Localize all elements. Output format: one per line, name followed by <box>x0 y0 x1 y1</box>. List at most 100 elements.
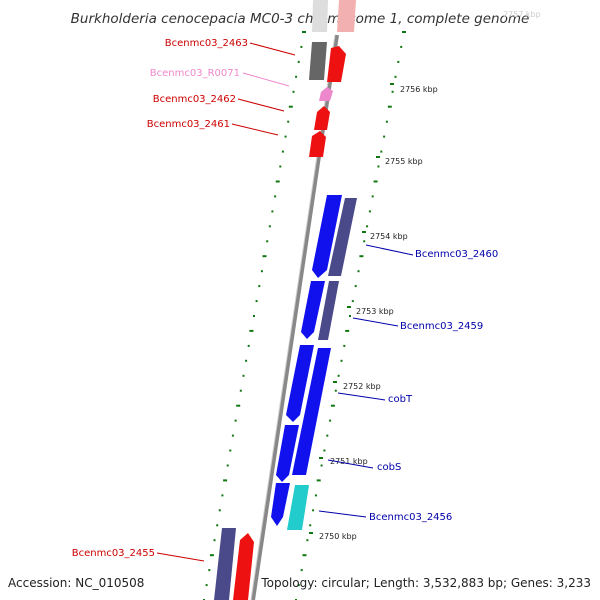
left-scale-dot <box>209 554 214 557</box>
gene-bcenmc03-2460-dark <box>328 198 357 276</box>
left-scale-dot <box>302 31 306 33</box>
tick-label-2757: 2757 kbp <box>503 10 541 19</box>
right-scale-dot <box>383 135 386 138</box>
right-scale-dot <box>316 479 321 482</box>
label-bcenmc03-2463: Bcenmc03_2463 <box>165 38 248 49</box>
right-scale-dot <box>400 45 403 48</box>
left-gene-labels: Bcenmc03_2463 Bcenmc03_R0071 Bcenmc03_24… <box>72 38 296 562</box>
tick-label-2752: 2752 kbp <box>343 382 381 391</box>
right-scale-dot <box>371 195 374 198</box>
gene-cobS <box>276 425 299 482</box>
left-scale-dot <box>262 255 267 258</box>
label-cobT: cobT <box>388 394 413 405</box>
top-faded-genes <box>312 0 356 32</box>
label-bcenmc03-2461: Bcenmc03_2461 <box>147 119 230 130</box>
tick-label-2755: 2755 kbp <box>385 157 423 166</box>
label-cobS: cobS <box>377 462 401 473</box>
right-scale-dot <box>357 270 360 273</box>
right-scale-dot <box>320 464 323 467</box>
label-bcenmc03-2460: Bcenmc03_2460 <box>415 249 498 260</box>
left-scale-dot <box>205 584 208 587</box>
left-scale-dot <box>268 225 271 228</box>
left-scale-dot <box>292 90 295 93</box>
gene-bcenmc03-2460 <box>312 195 342 278</box>
left-scale-dot <box>208 569 211 572</box>
gene-bcenmc03-2456-blue <box>271 483 290 526</box>
reverse-genes <box>271 195 357 530</box>
label-bcenmc03-2455: Bcenmc03_2455 <box>72 548 155 559</box>
left-scale-dot <box>218 509 221 512</box>
left-scale-dot <box>274 195 277 198</box>
left-scale-dot <box>253 315 255 317</box>
right-scale-dot <box>354 285 357 288</box>
right-scale-dot <box>302 554 307 557</box>
right-scale-dot <box>340 359 343 362</box>
gene-bcenmc03-2455 <box>233 533 254 600</box>
left-scale-dot <box>271 210 274 213</box>
left-scale-dot <box>226 464 229 467</box>
right-scale-dot <box>373 180 378 183</box>
left-scale-dot <box>213 539 216 542</box>
map-title: Burkholderia cenocepacia MC0-3 chromosom… <box>71 11 530 27</box>
left-scale-dot <box>266 240 269 243</box>
right-scale-dot <box>306 539 309 542</box>
left-scale-dot <box>234 419 237 422</box>
left-scale-dot <box>229 449 232 452</box>
left-scale-dot <box>216 524 219 527</box>
left-scale-dot <box>231 434 234 437</box>
right-scale-dot <box>297 584 300 587</box>
left-scale-dot <box>242 374 245 377</box>
gene-bcenmc03-2459 <box>301 281 325 339</box>
right-scale-dot <box>323 449 326 452</box>
left-scale-dot <box>245 359 248 362</box>
right-scale-dot <box>330 404 335 407</box>
left-scale-dot <box>297 60 300 63</box>
left-scale-dot <box>275 180 280 183</box>
right-scale-dot <box>366 225 369 228</box>
right-scale-dot <box>334 389 337 392</box>
right-scale-dot <box>329 419 332 422</box>
label-bcenmc03-2456: Bcenmc03_2456 <box>369 512 452 523</box>
left-scale-dot <box>295 75 298 78</box>
gene-bcenmc03-2462 <box>314 106 330 130</box>
right-scale-dot <box>337 374 340 377</box>
left-scale-dot <box>279 165 282 168</box>
tick-label-2756: 2756 kbp <box>400 85 438 94</box>
gene-bcenmc03-2463-gray <box>309 42 327 80</box>
left-scale-dot <box>287 120 290 123</box>
gene-bcenmc03-2463 <box>327 46 346 82</box>
forward-genes <box>214 42 346 600</box>
left-scale-dot <box>300 45 303 48</box>
right-scale-dot <box>385 120 388 123</box>
tick-label-2750: 2750 kbp <box>319 532 357 541</box>
tick-label-2751: 2751 kbp <box>330 457 368 466</box>
right-scale-dot <box>314 494 317 497</box>
right-scale-dot <box>343 344 346 347</box>
right-scale-dot <box>309 524 312 527</box>
left-scale-dot <box>239 389 242 392</box>
left-scale-dot <box>260 270 263 273</box>
right-scale-dot <box>363 240 366 243</box>
right-scale-dot <box>312 509 315 512</box>
left-scale-dot <box>249 329 254 332</box>
right-scale-dot <box>377 165 380 168</box>
right-scale-dot <box>397 60 400 63</box>
right-scale-dot <box>351 300 354 303</box>
right-scale-dot <box>391 90 394 93</box>
gene-bcenmc03-2456-cyan <box>287 485 309 530</box>
right-scale-dot <box>359 255 364 258</box>
left-scale-dot <box>288 105 293 108</box>
left-scale-dot <box>258 285 261 288</box>
gene-bcenmc03-2455-dark <box>214 528 236 600</box>
left-scale-dot <box>281 150 284 153</box>
right-scale-dot <box>394 75 397 78</box>
gene-bcenmc03-2459-dark <box>318 281 339 340</box>
right-scale-dot <box>402 31 406 33</box>
scale-dots <box>203 31 406 600</box>
gene-cobT-right <box>292 348 331 475</box>
right-scale-dot <box>349 315 351 317</box>
right-scale-dot <box>345 329 350 332</box>
right-scale-dot <box>300 569 303 572</box>
tick-label-2753: 2753 kbp <box>356 307 394 316</box>
